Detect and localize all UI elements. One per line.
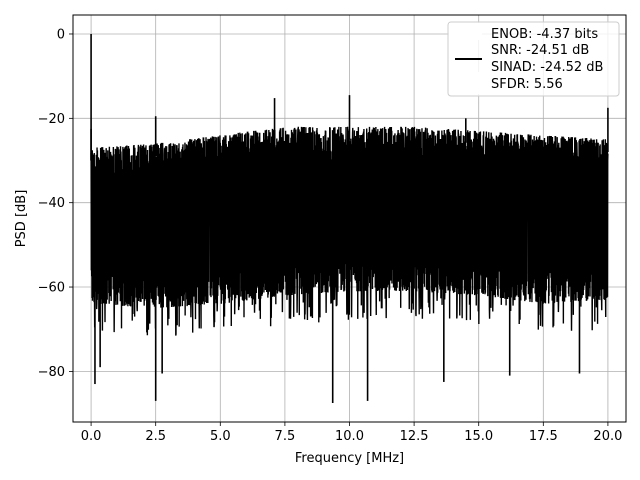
- legend-mask-2: [449, 72, 482, 94]
- y-tick-label: −40: [38, 196, 65, 211]
- y-tick-label: −80: [38, 365, 65, 380]
- y-tick-label: −60: [38, 281, 65, 296]
- x-axis-ticks: 0.0 2.5 5.0 7.5 10.0 12.5 15.0 17.5 20.0: [81, 422, 622, 444]
- legend-text-sinad: SINAD: -24.52 dB: [491, 60, 603, 75]
- series-area: [90, 33, 609, 404]
- legend-text-enob: ENOB: -4.37 bits: [491, 27, 598, 42]
- legend-box: [447, 21, 620, 97]
- x-axis-label: Frequency [MHz]: [295, 451, 404, 466]
- x-tick-label: 15.0: [464, 429, 493, 444]
- legend-text-snr: SNR: -24.51 dB: [491, 43, 589, 58]
- x-tick-label: 12.5: [400, 429, 429, 444]
- x-tick-label: 7.5: [275, 429, 296, 444]
- y-tick-label: −20: [38, 112, 65, 127]
- x-tick-label: 2.5: [145, 429, 166, 444]
- x-tick-label: 20.0: [593, 429, 622, 444]
- y-tick-label: 0: [57, 27, 65, 42]
- psd-trace: [90, 126, 609, 336]
- y-axis-ticks: 0 −20 −40 −60 −80: [38, 27, 73, 380]
- x-tick-label: 0.0: [81, 429, 102, 444]
- legend: ENOB: -4.37 bits SNR: -24.51 dB SINAD: -…: [447, 21, 620, 97]
- legend-mask-0: [449, 23, 482, 40]
- x-tick-label: 5.0: [210, 429, 231, 444]
- y-axis-label: PSD [dB]: [14, 190, 29, 248]
- legend-text-sfdr: SFDR: 5.56: [491, 77, 563, 92]
- x-tick-label: 17.5: [529, 429, 558, 444]
- x-tick-label: 10.0: [335, 429, 364, 444]
